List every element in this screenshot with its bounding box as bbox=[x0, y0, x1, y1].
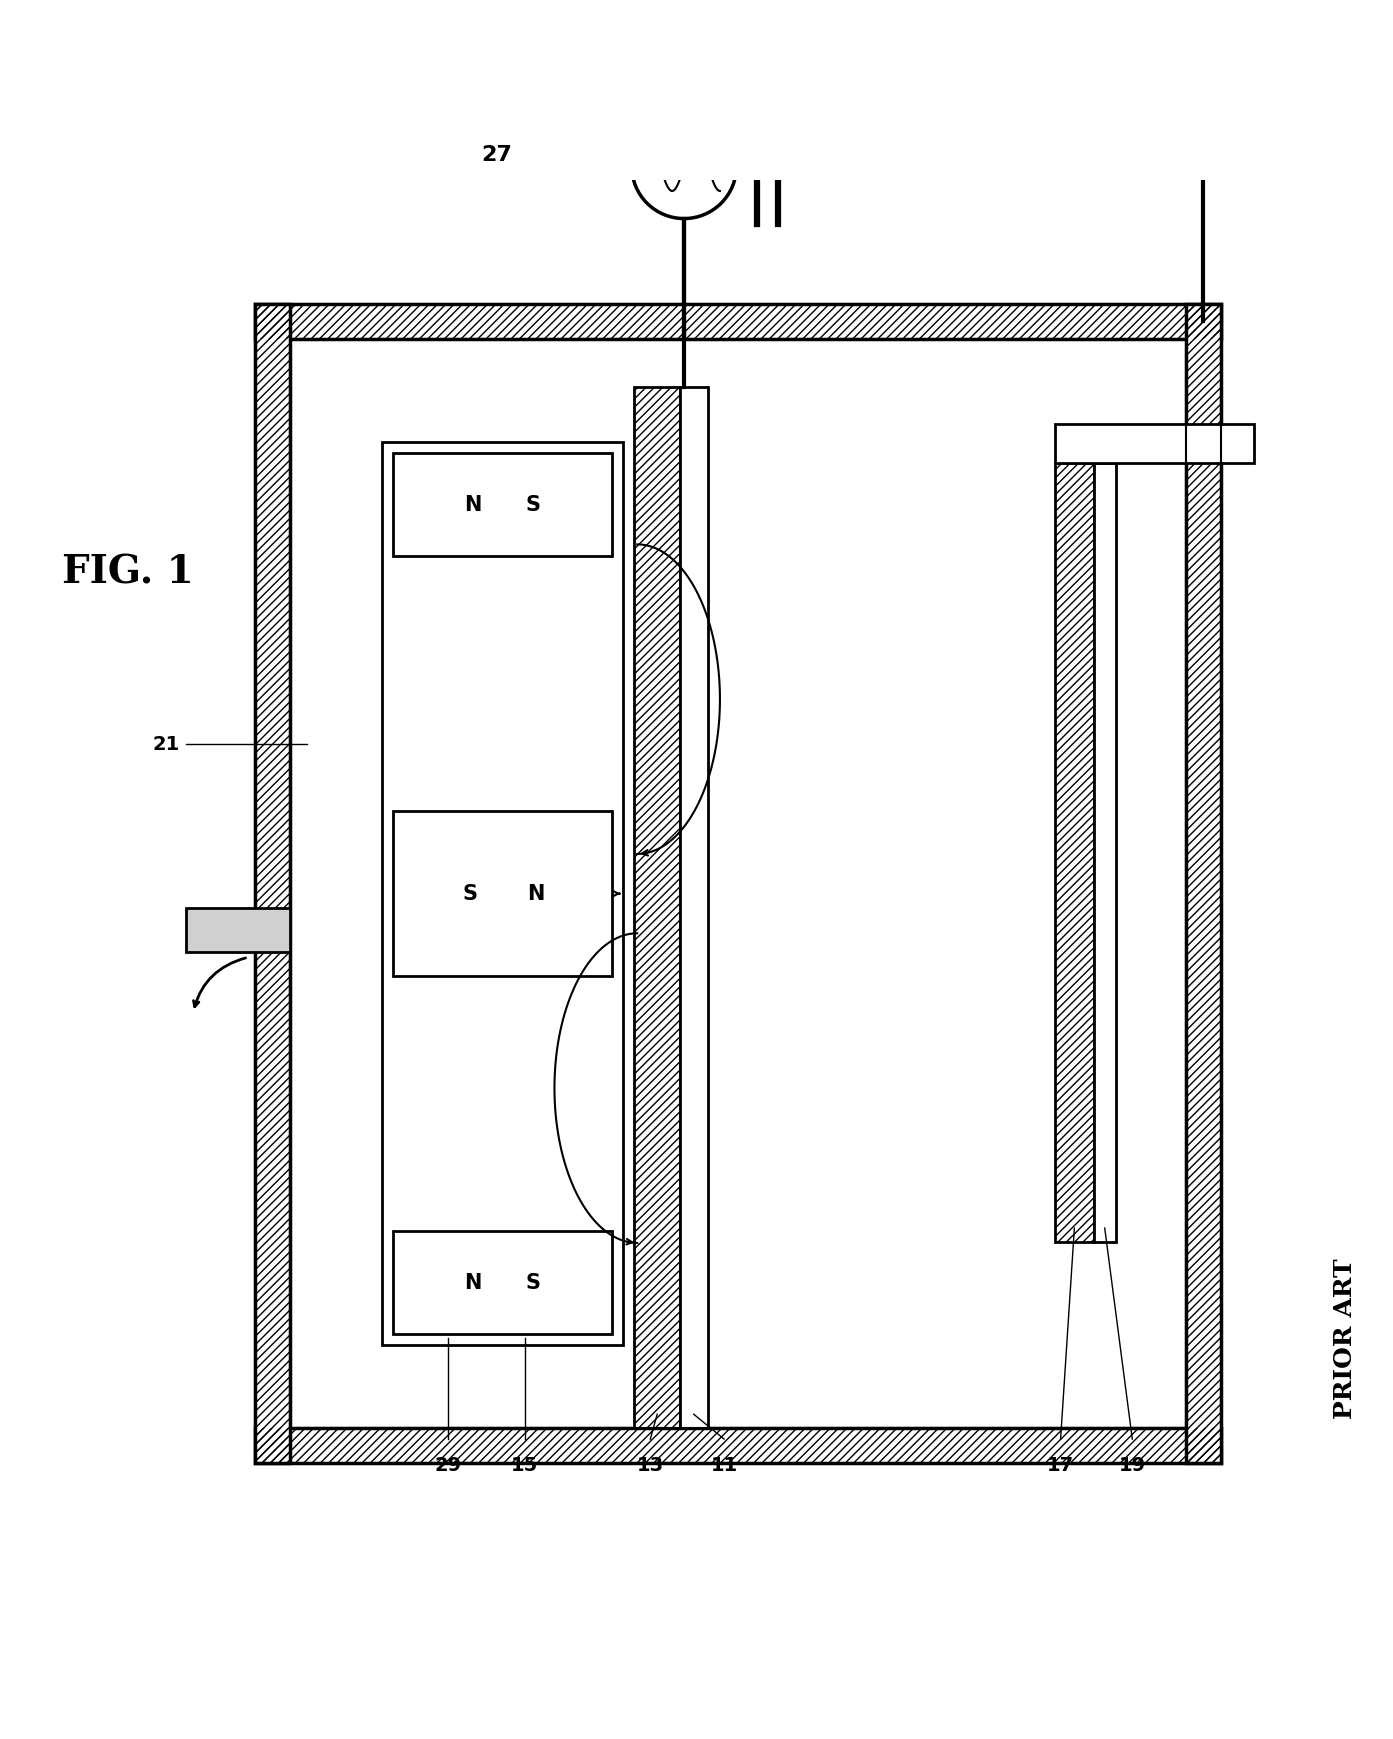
Bar bbox=[1055, 463, 1094, 1242]
Bar bbox=[634, 386, 680, 1428]
Bar bbox=[1055, 424, 1254, 463]
Text: FIG. 1: FIG. 1 bbox=[63, 555, 194, 591]
Text: 29: 29 bbox=[435, 1456, 461, 1475]
Text: S: S bbox=[462, 883, 478, 904]
Text: 21: 21 bbox=[152, 736, 180, 753]
Bar bbox=[393, 1231, 613, 1334]
Bar bbox=[680, 386, 708, 1428]
Bar bbox=[255, 1428, 1220, 1462]
Bar bbox=[187, 908, 290, 951]
Text: 15: 15 bbox=[511, 1456, 538, 1475]
Bar bbox=[382, 442, 624, 1346]
Bar bbox=[255, 304, 1220, 339]
Bar bbox=[255, 304, 290, 1462]
Bar bbox=[1185, 304, 1220, 1462]
Text: 13: 13 bbox=[637, 1456, 664, 1475]
Text: 11: 11 bbox=[710, 1456, 738, 1475]
Bar bbox=[393, 810, 613, 976]
Text: S: S bbox=[525, 1273, 540, 1292]
Bar bbox=[1185, 304, 1220, 1462]
Bar bbox=[290, 339, 1185, 1428]
Bar bbox=[634, 386, 680, 1428]
Bar bbox=[1055, 463, 1094, 1242]
Bar bbox=[393, 452, 613, 556]
Bar bbox=[255, 304, 290, 1462]
Bar bbox=[255, 1428, 1220, 1462]
Text: S: S bbox=[525, 494, 540, 515]
Bar bbox=[255, 304, 1220, 339]
Text: 17: 17 bbox=[1048, 1456, 1074, 1475]
Text: N: N bbox=[527, 883, 545, 904]
Bar bbox=[1094, 463, 1116, 1242]
Text: N: N bbox=[464, 1273, 481, 1292]
Text: 27: 27 bbox=[481, 144, 511, 165]
Text: PRIOR ART: PRIOR ART bbox=[1333, 1257, 1357, 1419]
Text: N: N bbox=[464, 494, 481, 515]
Text: 19: 19 bbox=[1119, 1456, 1146, 1475]
